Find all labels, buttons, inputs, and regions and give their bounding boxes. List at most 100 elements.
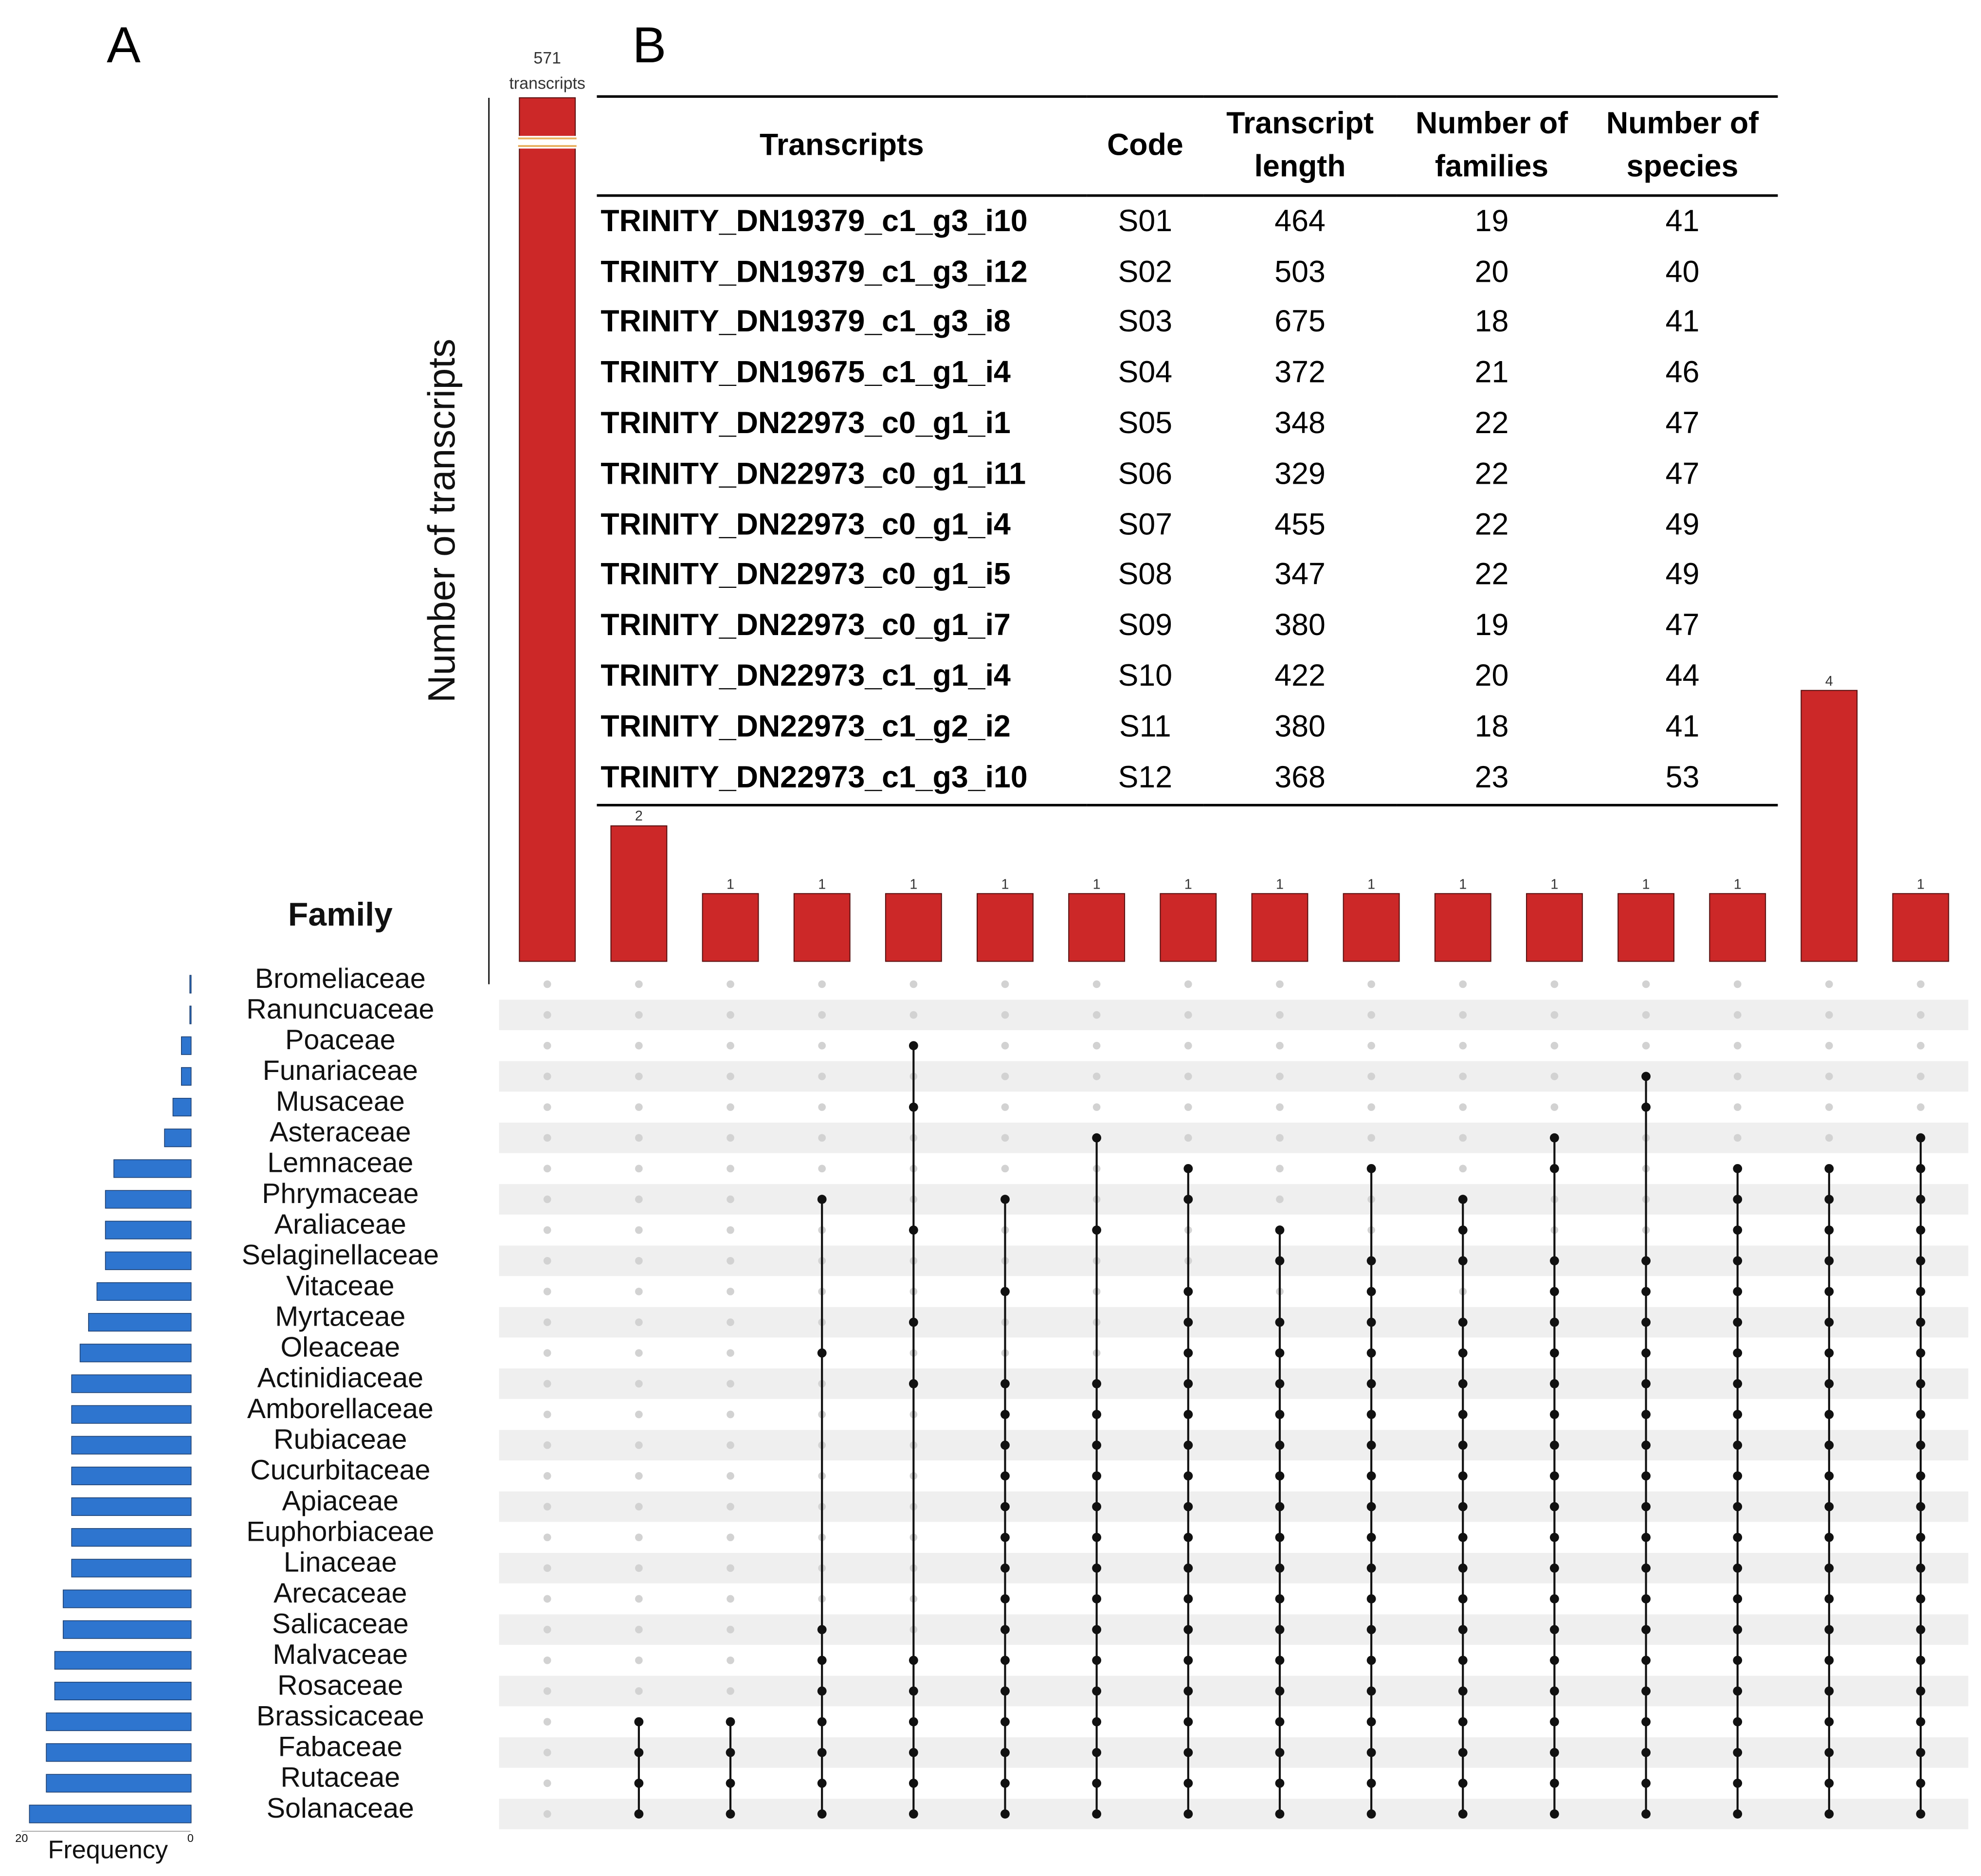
table-cell: 368 (1203, 752, 1397, 806)
member-dot (1916, 1625, 1926, 1635)
empty-dot (1276, 1195, 1284, 1203)
row-stripe (499, 1184, 1968, 1215)
table-cell: 347 (1274, 558, 1326, 593)
member-dot (1916, 1717, 1926, 1727)
empty-dot (1733, 980, 1742, 988)
table-row: TRINITY_DN19379_c1_g3_i10 S01 464 19 41 (597, 196, 1778, 247)
table-cell: 49 (1665, 558, 1700, 593)
empty-dot (1092, 1103, 1101, 1111)
member-dot (1275, 1317, 1285, 1327)
empty-dot (543, 1011, 551, 1019)
bar (29, 1804, 192, 1823)
category-label: Musaceae (276, 1086, 405, 1117)
empty-dot (1733, 1134, 1742, 1142)
empty-dot (1733, 1073, 1742, 1080)
member-dot (1000, 1594, 1010, 1603)
bar (46, 1774, 192, 1793)
member-dot (1733, 1410, 1743, 1419)
member-dot (1092, 1717, 1102, 1727)
member-dot (1458, 1717, 1468, 1727)
member-dot (1458, 1809, 1468, 1819)
table-cell: 41 (1665, 204, 1700, 239)
table-row: TRINITY_DN22973_c1_g1_i4 S10 422 20 44 (597, 652, 1778, 702)
member-dot (1458, 1410, 1468, 1419)
row-stripe (499, 1368, 1968, 1399)
member-dot (1550, 1779, 1559, 1788)
member-dot (1275, 1256, 1285, 1266)
empty-dot (635, 1564, 643, 1572)
member-dot (726, 1717, 735, 1727)
member-dot (1092, 1379, 1102, 1388)
table-body: TRINITY_DN19379_c1_g3_i10 S01 464 19 41 TRINI… (597, 196, 1778, 806)
empty-dot (543, 1810, 551, 1818)
member-dot (1916, 1471, 1926, 1481)
member-dot (1275, 1779, 1285, 1788)
table-cell: S10 (1118, 659, 1173, 694)
bar (54, 1651, 192, 1670)
member-dot (1550, 1133, 1559, 1143)
table-cell: TRINITY_DN22973_c0_g1_i11 (600, 457, 1026, 492)
member-dot (1000, 1563, 1010, 1573)
empty-dot (818, 1011, 826, 1019)
member-dot (1183, 1532, 1193, 1542)
empty-dot (543, 1410, 551, 1419)
member-dot (726, 1779, 735, 1788)
empty-dot (1917, 980, 1925, 988)
y-axis-title: Number of transcripts (420, 339, 463, 703)
empty-dot (543, 1349, 551, 1357)
table-cell: 41 (1665, 305, 1700, 340)
bar (519, 97, 576, 962)
row-stripe (499, 1307, 1968, 1338)
category-label: Malvaceae (273, 1639, 408, 1670)
empty-dot (1825, 1011, 1833, 1019)
member-dot (1000, 1440, 1010, 1450)
member-dot (1183, 1164, 1193, 1173)
empty-dot (727, 1134, 734, 1142)
member-dot (1183, 1348, 1193, 1358)
bar (105, 1251, 192, 1270)
member-dot (1275, 1656, 1285, 1665)
data-label: 1 (1550, 877, 1559, 892)
empty-dot (1276, 1134, 1284, 1142)
empty-dot (1001, 1103, 1009, 1111)
bar (105, 1190, 192, 1209)
empty-dot (727, 1687, 734, 1695)
member-dot (1824, 1164, 1834, 1173)
member-dot (909, 1686, 918, 1696)
member-dot (1275, 1471, 1285, 1481)
member-dot (1183, 1594, 1193, 1603)
member-dot (817, 1656, 827, 1665)
empty-dot (818, 1134, 826, 1142)
member-dot (1641, 1317, 1651, 1327)
category-label: Poaceae (285, 1024, 396, 1056)
empty-dot (635, 1410, 643, 1419)
member-dot (1092, 1532, 1102, 1542)
member-dot (909, 1102, 918, 1112)
table-cell: TRINITY_DN19379_c1_g3_i12 (600, 255, 1028, 290)
empty-dot (635, 1687, 643, 1695)
empty-dot (727, 1165, 734, 1173)
table-cell: TRINITY_DN19675_c1_g1_i4 (600, 356, 1011, 390)
column-header: Number of families (1396, 95, 1587, 197)
category-label: Brassicaceae (256, 1700, 424, 1731)
member-dot (1275, 1379, 1285, 1388)
member-dot (817, 1717, 827, 1727)
member-dot (1092, 1502, 1102, 1512)
member-dot (1916, 1563, 1926, 1573)
empty-dot (635, 1380, 643, 1388)
empty-dot (635, 1625, 643, 1634)
category-label: Lemnaceae (267, 1147, 413, 1179)
column-header: Transcript length (1203, 95, 1397, 197)
data-label: 1 (1184, 877, 1192, 892)
member-dot (1550, 1594, 1559, 1603)
member-dot (909, 1748, 918, 1757)
member-dot (909, 1809, 918, 1819)
member-dot (909, 1379, 918, 1388)
member-dot (1824, 1809, 1834, 1819)
member-dot (1733, 1686, 1743, 1696)
empty-dot (635, 1503, 643, 1511)
member-dot (1641, 1748, 1651, 1757)
empty-dot (818, 1103, 826, 1111)
empty-dot (635, 1533, 643, 1542)
bar (172, 1097, 192, 1117)
